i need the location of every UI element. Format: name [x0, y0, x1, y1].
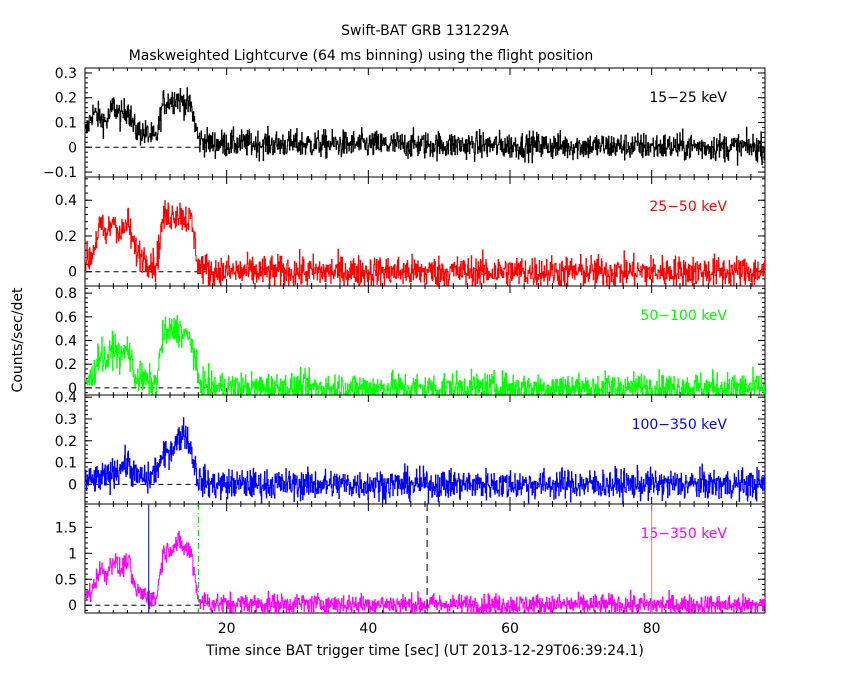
- panel-2: 0 0.2 0.4 25−50 keV: [55, 176, 766, 287]
- chart-title: Swift-BAT GRB 131229A: [341, 23, 509, 39]
- y-tick-label: 0.4: [55, 390, 77, 406]
- chart-subtitle: Maskweighted Lightcurve (64 ms binning) …: [129, 48, 594, 64]
- y-tick-label: 0: [68, 477, 77, 493]
- y-tick-label: 0.8: [55, 286, 77, 302]
- y-tick-label: 0: [68, 381, 77, 397]
- y-axis-label: Counts/sec/det: [10, 287, 26, 392]
- x-tick-label: 40: [359, 621, 377, 637]
- x-tick-label: 80: [643, 621, 661, 637]
- y-tick-label: 0.4: [55, 193, 77, 209]
- panel-1: −0.1 0 0.1 0.2 0.3 15−25 keV: [43, 66, 766, 181]
- y-tick-label: 0.3: [55, 66, 77, 82]
- y-tick-label: 0.4: [55, 334, 77, 350]
- y-tick-label: 0.5: [55, 572, 77, 588]
- y-tick-label: 0: [68, 140, 77, 156]
- series-line: [85, 417, 765, 504]
- y-tick-label: 0.2: [55, 229, 77, 245]
- panel-frame: [84, 67, 766, 178]
- y-tick-label: 0.2: [55, 434, 77, 450]
- band-label: 15−350 keV: [640, 526, 727, 542]
- y-tick-label: 1: [68, 546, 77, 562]
- panel-5: 0 0.5 1 1.5 15−350 keV 20 40 60 80: [55, 503, 766, 637]
- y-tick-label: 0.1: [55, 116, 77, 132]
- y-tick-label: 0.1: [55, 456, 77, 472]
- band-label: 15−25 keV: [649, 90, 727, 106]
- panel-3: 0 0.2 0.4 0.6 0.8 50−100 keV: [55, 285, 766, 397]
- x-tick-label: 20: [218, 621, 236, 637]
- y-tick-label: 0: [68, 598, 77, 614]
- band-label: 100−350 keV: [632, 417, 728, 433]
- y-tick-label: 0.2: [55, 91, 77, 107]
- x-axis-label: Time since BAT trigger time [sec] (UT 20…: [205, 643, 644, 659]
- band-label: 25−50 keV: [649, 199, 727, 215]
- y-tick-label: 0.6: [55, 310, 77, 326]
- band-label: 50−100 keV: [640, 308, 727, 324]
- y-tick-label: 0.2: [55, 357, 77, 373]
- y-tick-label: −0.1: [43, 165, 77, 181]
- panel-4: 0 0.1 0.2 0.3 0.4 100−350 keV: [55, 390, 766, 505]
- y-tick-label: 1.5: [55, 520, 77, 536]
- series-line: [85, 315, 765, 395]
- x-tick-label: 60: [501, 621, 519, 637]
- y-tick-label: 0.3: [55, 412, 77, 428]
- series-line: [85, 87, 765, 166]
- series-line: [85, 200, 765, 286]
- y-tick-label: 0: [68, 265, 77, 281]
